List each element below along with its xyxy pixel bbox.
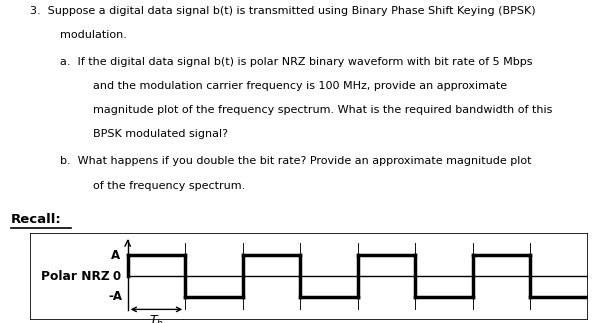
- Text: a.  If the digital data signal b(t) is polar NRZ binary waveform with bit rate o: a. If the digital data signal b(t) is po…: [60, 57, 533, 67]
- Text: 0: 0: [112, 270, 121, 283]
- Text: magnitude plot of the frequency spectrum. What is the required bandwidth of this: magnitude plot of the frequency spectrum…: [93, 105, 553, 115]
- Text: 3.  Suppose a digital data signal b(t) is transmitted using Binary Phase Shift K: 3. Suppose a digital data signal b(t) is…: [30, 6, 536, 16]
- Text: and the modulation carrier frequency is 100 MHz, provide an approximate: and the modulation carrier frequency is …: [93, 81, 507, 91]
- Text: -A: -A: [108, 290, 122, 303]
- Text: $T_b$: $T_b$: [149, 314, 164, 323]
- Text: b.  What happens if you double the bit rate? Provide an approximate magnitude pl: b. What happens if you double the bit ra…: [60, 156, 532, 166]
- Text: BPSK modulated signal?: BPSK modulated signal?: [93, 129, 228, 139]
- Text: modulation.: modulation.: [60, 30, 127, 40]
- Text: of the frequency spectrum.: of the frequency spectrum.: [93, 181, 245, 191]
- Text: Polar NRZ: Polar NRZ: [41, 270, 110, 283]
- Text: A: A: [111, 249, 121, 262]
- Text: Recall:: Recall:: [11, 213, 62, 226]
